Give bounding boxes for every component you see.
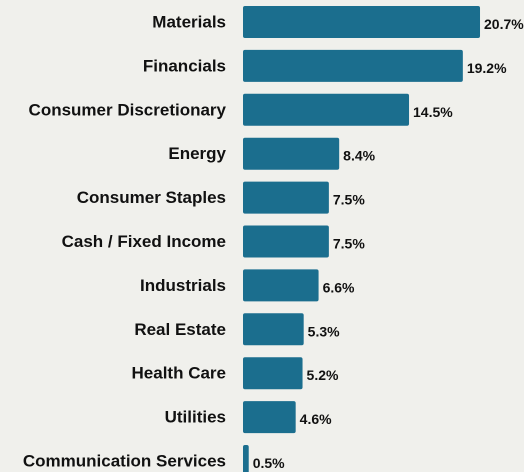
bar-health-care (243, 357, 303, 390)
bar-utilities (243, 401, 296, 434)
value-label-health-care: 5.2% (307, 367, 339, 383)
value-label-financials: 19.2% (467, 60, 507, 76)
category-label-health-care: Health Care (132, 364, 226, 383)
bar-cash-fixed-income (243, 225, 329, 258)
category-label-utilities: Utilities (165, 408, 226, 427)
value-label-industrials: 6.6% (323, 279, 355, 295)
value-label-real-estate: 5.3% (308, 323, 340, 339)
bar-financials (243, 49, 463, 82)
value-label-consumer-staples: 7.5% (333, 192, 365, 208)
bar-energy (243, 137, 340, 170)
bar-industrials (243, 269, 319, 302)
category-label-financials: Financials (143, 56, 226, 75)
value-label-materials: 20.7% (484, 16, 524, 32)
bar-real-estate (243, 313, 304, 346)
value-label-consumer-discretionary: 14.5% (413, 104, 453, 120)
bar-materials (243, 6, 481, 38)
value-label-communication-services: 0.5% (253, 455, 285, 471)
category-label-real-estate: Real Estate (134, 320, 226, 339)
category-label-communication-services: Communication Services (23, 452, 226, 471)
category-labels-group: Materials Financials Consumer Discretionar… (23, 13, 227, 471)
value-label-energy: 8.4% (343, 148, 375, 164)
bar-consumer-staples (243, 181, 329, 214)
category-label-consumer-staples: Consumer Staples (77, 188, 226, 207)
bar-consumer-discretionary (243, 93, 410, 126)
value-label-utilities: 4.6% (300, 411, 332, 427)
category-label-materials: Materials (152, 13, 226, 32)
category-label-industrials: Industrials (140, 276, 226, 295)
bar-communication-services (243, 445, 249, 472)
category-label-consumer-discretionary: Consumer Discretionary (29, 100, 227, 119)
bars-group (243, 6, 481, 472)
value-label-cash-fixed-income: 7.5% (333, 236, 365, 252)
category-label-cash-fixed-income: Cash / Fixed Income (62, 232, 226, 251)
category-label-energy: Energy (168, 144, 226, 163)
value-labels-group: 20.7% 19.2% 14.5% 8.4% 7.5% 7.5% 6.6% 5.3% 5.2% 4… (253, 16, 524, 471)
